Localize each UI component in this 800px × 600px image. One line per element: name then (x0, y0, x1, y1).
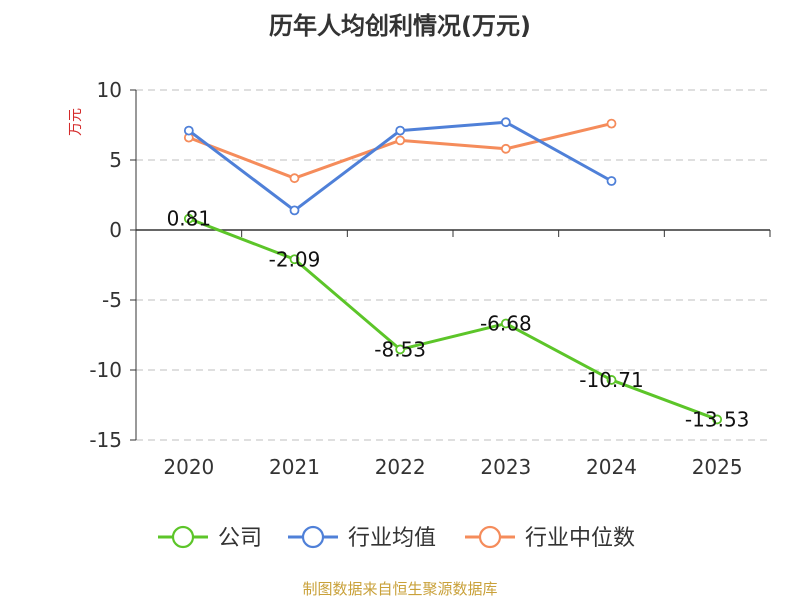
data-point (289, 205, 300, 216)
y-tick-label: -15 (89, 428, 122, 452)
data-point (606, 375, 617, 385)
data-point (500, 143, 511, 154)
y-tick-label: -5 (102, 288, 122, 312)
data-point (500, 117, 511, 128)
data-point (183, 125, 194, 136)
legend-label: 行业中位数 (525, 526, 635, 551)
y-tick-label: 0 (109, 218, 122, 242)
legend-label: 行业均值 (348, 526, 436, 551)
y-tick-label: 10 (97, 78, 122, 102)
data-point (289, 254, 300, 265)
data-point (183, 213, 194, 224)
data-label: -2.09 (269, 247, 321, 271)
data-label: 0.81 (167, 207, 212, 231)
data-labels: 0.81 -2.09 -8.53 -6.68 -10.71 -13.53 (167, 207, 750, 432)
x-tick-label: 2021 (269, 455, 320, 479)
x-tick-label: 2022 (375, 455, 426, 479)
grid (136, 89, 770, 441)
x-tick-label: 2020 (163, 455, 214, 479)
legend-marker (301, 525, 325, 549)
x-tick-label: 2025 (692, 455, 743, 479)
legend-item[interactable]: 行业中位数 (465, 525, 635, 551)
data-point (395, 135, 406, 146)
y-tick-label: 5 (109, 148, 122, 172)
axes: 10 5 0 -5 -10 -15 2020 2021 2022 2023 2024 2025 (89, 78, 771, 479)
legend[interactable]: 公司 行业均值 行业中位数 (158, 525, 635, 551)
y-axis-label: 万元 (68, 108, 84, 136)
data-point (712, 414, 723, 425)
legend-marker (478, 525, 502, 549)
data-point (289, 173, 300, 184)
series-line (188, 217, 718, 421)
data-label: -8.53 (374, 337, 426, 361)
series-layer (183, 117, 723, 425)
x-tick-label: 2023 (480, 455, 531, 479)
data-label: -10.71 (579, 368, 643, 392)
data-label: -6.68 (480, 312, 532, 336)
legend-marker (171, 525, 195, 549)
data-point (500, 318, 511, 329)
legend-item[interactable]: 行业均值 (288, 525, 436, 551)
legend-label: 公司 (218, 526, 262, 551)
source-note: 制图数据来自恒生聚源数据库 (302, 580, 497, 598)
data-point (606, 176, 617, 186)
legend-item[interactable]: 公司 (158, 525, 262, 551)
x-tick-label: 2024 (586, 455, 637, 479)
data-point (395, 344, 406, 355)
y-tick-label: -10 (89, 358, 122, 382)
chart-title: 历年人均创利情况(万元) (269, 12, 531, 40)
data-label: -13.53 (685, 407, 749, 431)
data-point (606, 118, 617, 129)
data-point (395, 125, 406, 136)
